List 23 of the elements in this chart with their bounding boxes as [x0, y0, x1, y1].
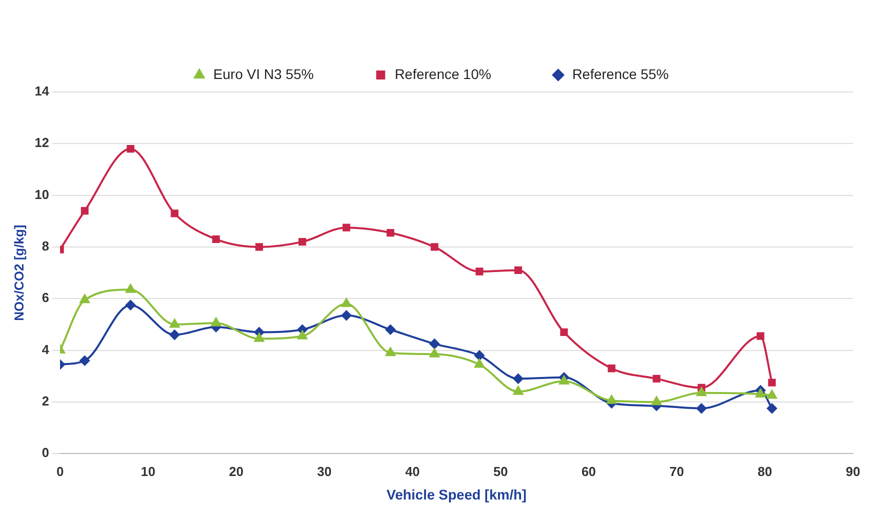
x-tick-label: 90	[846, 464, 860, 479]
y-tick-label: 10	[34, 186, 50, 202]
y-tick-label: 2	[42, 394, 50, 409]
y-tick-label: 4	[42, 342, 50, 357]
x-tick-label: 60	[581, 464, 596, 479]
x-tick-label: 70	[670, 464, 684, 479]
x-tick-label: 20	[229, 464, 244, 479]
x-tick-label: 30	[317, 464, 332, 479]
legend-label: Euro VI N3 55%	[213, 66, 314, 82]
legend-label: Reference 55%	[572, 66, 669, 82]
y-tick-label: 14	[34, 84, 50, 99]
x-tick-label: 50	[493, 464, 508, 479]
x-tick-label: 0	[56, 464, 64, 479]
y-tick-label: 6	[42, 290, 50, 306]
x-tick-label: 80	[758, 464, 772, 479]
x-tick-label: 40	[405, 464, 420, 479]
legend-label: Reference 10%	[394, 66, 492, 82]
y-axis-title: NOx/CO2 [g/kg]	[11, 224, 26, 321]
x-tick-label: 10	[140, 464, 156, 479]
y-tick-label: 0	[42, 445, 50, 460]
x-axis-title: Vehicle Speed [km/h]	[386, 486, 527, 502]
y-tick-label: 12	[34, 135, 50, 150]
y-tick-label: 8	[42, 238, 50, 254]
